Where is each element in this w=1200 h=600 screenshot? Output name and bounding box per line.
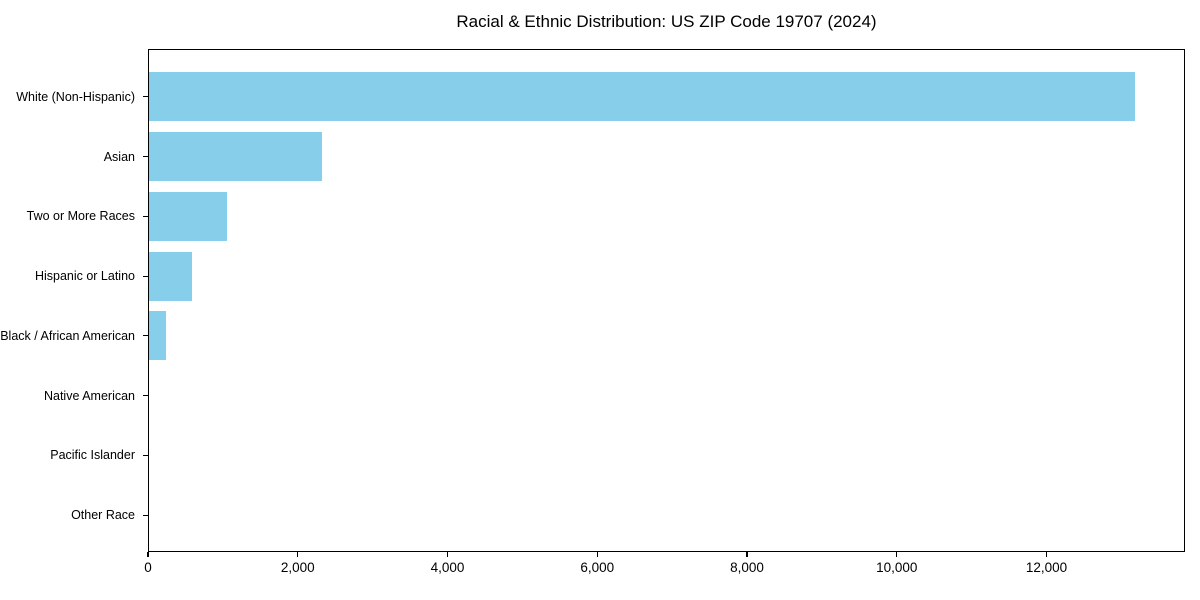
y-tick-mark [143, 96, 148, 98]
x-tick-label: 10,000 [876, 560, 918, 575]
y-axis-label-row: Hispanic or Latino [0, 246, 148, 306]
x-tick-mark [596, 552, 598, 557]
x-tick-mark [896, 552, 898, 557]
x-axis: 0 2,000 4,000 6,000 8,000 10,000 12,000 [144, 552, 1185, 582]
y-axis-label-row: Asian [0, 127, 148, 187]
y-axis-label: Other Race [71, 508, 135, 523]
bar-row [149, 246, 1184, 306]
x-tick-label: 6,000 [580, 560, 615, 575]
x-tick-label: 12,000 [1025, 560, 1068, 575]
y-axis-label: Hispanic or Latino [34, 269, 135, 284]
y-axis-label-row: Black / African American [0, 306, 148, 366]
bars-container [149, 67, 1184, 545]
y-axis-label-row: Pacific Islander [0, 426, 148, 486]
x-tick-label: 0 [144, 560, 152, 575]
x-tick-mark [1045, 552, 1048, 557]
y-axis: White (Non-Hispanic) Asian Two or More Rac… [0, 67, 148, 545]
x-tick-mark [147, 552, 149, 557]
bar [149, 311, 167, 361]
y-axis-label: Pacific Islander [50, 448, 135, 463]
bar [149, 191, 227, 241]
bar-row [149, 306, 1184, 366]
y-axis-label-row: White (Non-Hispanic) [0, 67, 148, 127]
bar [149, 72, 1135, 122]
y-tick-mark [143, 395, 148, 397]
bar-row [149, 67, 1184, 127]
y-axis-label: Black / African American [0, 328, 135, 343]
bar-row [149, 127, 1184, 187]
x-tick-label: 4,000 [430, 560, 465, 575]
plot-area-border [148, 49, 1185, 552]
x-tick-label: 2,000 [280, 560, 315, 575]
x-tick-mark [297, 552, 299, 557]
y-tick-mark [143, 275, 148, 277]
bar-row [149, 187, 1184, 247]
y-axis-label: Asian [103, 149, 135, 164]
y-axis-label: Two or More Races [26, 209, 135, 224]
bar-row [149, 485, 1184, 545]
chart-title: Racial & Ethnic Distribution: US ZIP Cod… [456, 12, 877, 31]
x-tick-mark [746, 552, 748, 557]
bar [149, 132, 323, 182]
x-tick-label: 8,000 [730, 560, 764, 575]
y-axis-label-row: Two or More Races [0, 187, 148, 247]
y-tick-mark [143, 454, 148, 456]
y-axis-label-row: Other Race [0, 485, 148, 545]
y-axis-label-row: Native American [0, 366, 148, 426]
bar-row [149, 366, 1184, 426]
y-tick-mark [143, 514, 148, 516]
y-axis-label: White (Non-Hispanic) [16, 89, 135, 104]
bar-row [149, 426, 1184, 486]
y-axis-label: Native American [43, 388, 135, 403]
y-tick-mark [143, 156, 148, 158]
y-tick-mark [143, 215, 148, 217]
x-tick-mark [446, 552, 449, 557]
bar [149, 251, 192, 301]
y-tick-mark [143, 335, 148, 337]
